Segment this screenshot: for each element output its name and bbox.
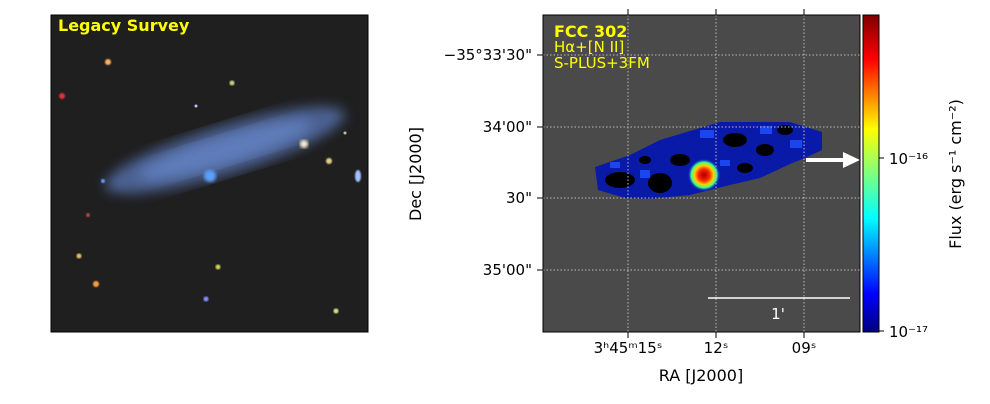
colorbar-tick-label: 10⁻¹⁷	[889, 323, 928, 341]
y-tick-label: −35°33'30"	[444, 46, 532, 64]
survey-label: Legacy Survey	[58, 16, 190, 35]
line-name: Hα+[N II]	[554, 38, 624, 56]
right-panel: 1' FCC 302 Hα+[N II] S-PLUS+3FM 3ʰ45ᵐ15ˢ…	[406, 9, 861, 385]
object-name: FCC 302	[554, 22, 627, 41]
colorbar-tick-label: 10⁻¹⁶	[889, 150, 928, 168]
x-axis-label: RA [J2000]	[659, 366, 743, 385]
y-tick-label: 35'00"	[483, 261, 532, 279]
y-tick-label: 34'00"	[483, 118, 532, 136]
grid	[543, 15, 860, 332]
x-tick-label: 3ʰ45ᵐ15ˢ	[594, 339, 663, 357]
colorbar: 10⁻¹⁶ 10⁻¹⁷ Flux (erg s⁻¹ cm⁻²)	[862, 14, 965, 341]
y-tick-label: 30"	[506, 189, 532, 207]
x-tick-label: 12ˢ	[704, 339, 729, 357]
scale-bar-label: 1'	[771, 305, 785, 323]
survey-name: S-PLUS+3FM	[554, 54, 650, 72]
left-panel: Legacy Survey	[50, 14, 369, 333]
y-axis-label: Dec [J2000]	[406, 127, 425, 221]
colorbar-label: Flux (erg s⁻¹ cm⁻²)	[946, 99, 965, 249]
x-tick-label: 09ˢ	[792, 339, 817, 357]
